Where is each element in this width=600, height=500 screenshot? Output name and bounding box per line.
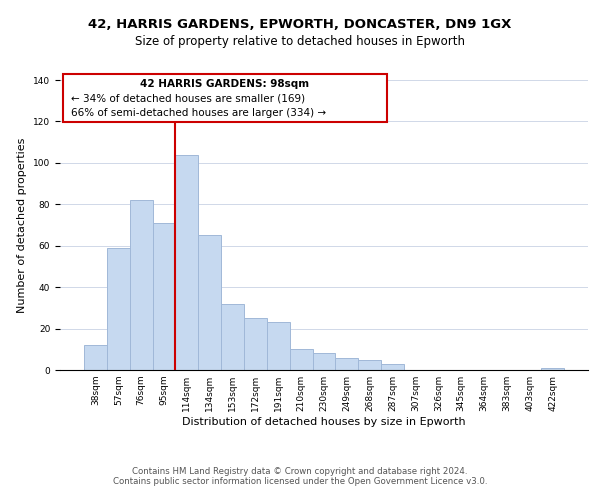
Bar — [335, 358, 358, 370]
Bar — [381, 364, 404, 370]
Text: Size of property relative to detached houses in Epworth: Size of property relative to detached ho… — [135, 35, 465, 48]
Bar — [107, 248, 130, 370]
Y-axis label: Number of detached properties: Number of detached properties — [17, 138, 28, 312]
Bar — [358, 360, 381, 370]
Text: 42, HARRIS GARDENS, EPWORTH, DONCASTER, DN9 1GX: 42, HARRIS GARDENS, EPWORTH, DONCASTER, … — [88, 18, 512, 30]
Bar — [198, 236, 221, 370]
Bar — [152, 223, 175, 370]
Text: ← 34% of detached houses are smaller (169): ← 34% of detached houses are smaller (16… — [71, 94, 305, 104]
Bar — [267, 322, 290, 370]
FancyBboxPatch shape — [62, 74, 388, 122]
Text: Contains HM Land Registry data © Crown copyright and database right 2024.: Contains HM Land Registry data © Crown c… — [132, 467, 468, 476]
Bar — [221, 304, 244, 370]
X-axis label: Distribution of detached houses by size in Epworth: Distribution of detached houses by size … — [182, 417, 466, 427]
Bar — [244, 318, 267, 370]
Text: 42 HARRIS GARDENS: 98sqm: 42 HARRIS GARDENS: 98sqm — [140, 80, 310, 90]
Bar — [541, 368, 564, 370]
Text: 66% of semi-detached houses are larger (334) →: 66% of semi-detached houses are larger (… — [71, 108, 326, 118]
Bar — [84, 345, 107, 370]
Text: Contains public sector information licensed under the Open Government Licence v3: Contains public sector information licen… — [113, 477, 487, 486]
Bar — [130, 200, 152, 370]
Bar — [175, 154, 198, 370]
Bar — [290, 350, 313, 370]
Bar — [313, 354, 335, 370]
